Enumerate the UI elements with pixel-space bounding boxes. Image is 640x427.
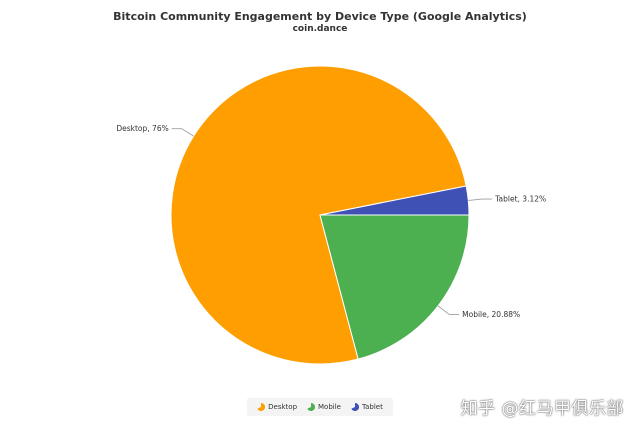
leader-line-tablet <box>468 198 493 201</box>
pie-slice-tablet[interactable] <box>319 185 470 216</box>
pie-slice-mobile[interactable] <box>319 214 470 360</box>
pie-slice-icon <box>307 403 316 411</box>
data-label-mobile: Mobile, 20.88% <box>462 310 520 319</box>
legend-item-desktop[interactable]: Desktop <box>257 403 297 411</box>
data-label-tablet: Tablet, 3.12% <box>494 195 546 204</box>
legend-item-mobile[interactable]: Mobile <box>307 403 341 411</box>
pie-slice-icon <box>257 403 266 411</box>
chart-title: Bitcoin Community Engagement by Device T… <box>113 10 527 23</box>
chart-subtitle: coin.dance <box>292 24 348 34</box>
pie-slice-icon <box>351 403 359 411</box>
legend-label: Desktop <box>268 403 298 411</box>
leader-line-mobile <box>437 305 460 315</box>
legend-label: Tablet <box>361 403 383 411</box>
legend-item-tablet[interactable]: Tablet <box>351 403 383 411</box>
data-label-desktop: Desktop, 76% <box>116 124 168 133</box>
leader-line-desktop <box>171 128 194 137</box>
legend-label: Mobile <box>318 403 341 411</box>
watermark: 知乎 @红马甲俱乐部 <box>460 399 624 419</box>
legend: Desktop Mobile Tablet <box>247 398 393 416</box>
